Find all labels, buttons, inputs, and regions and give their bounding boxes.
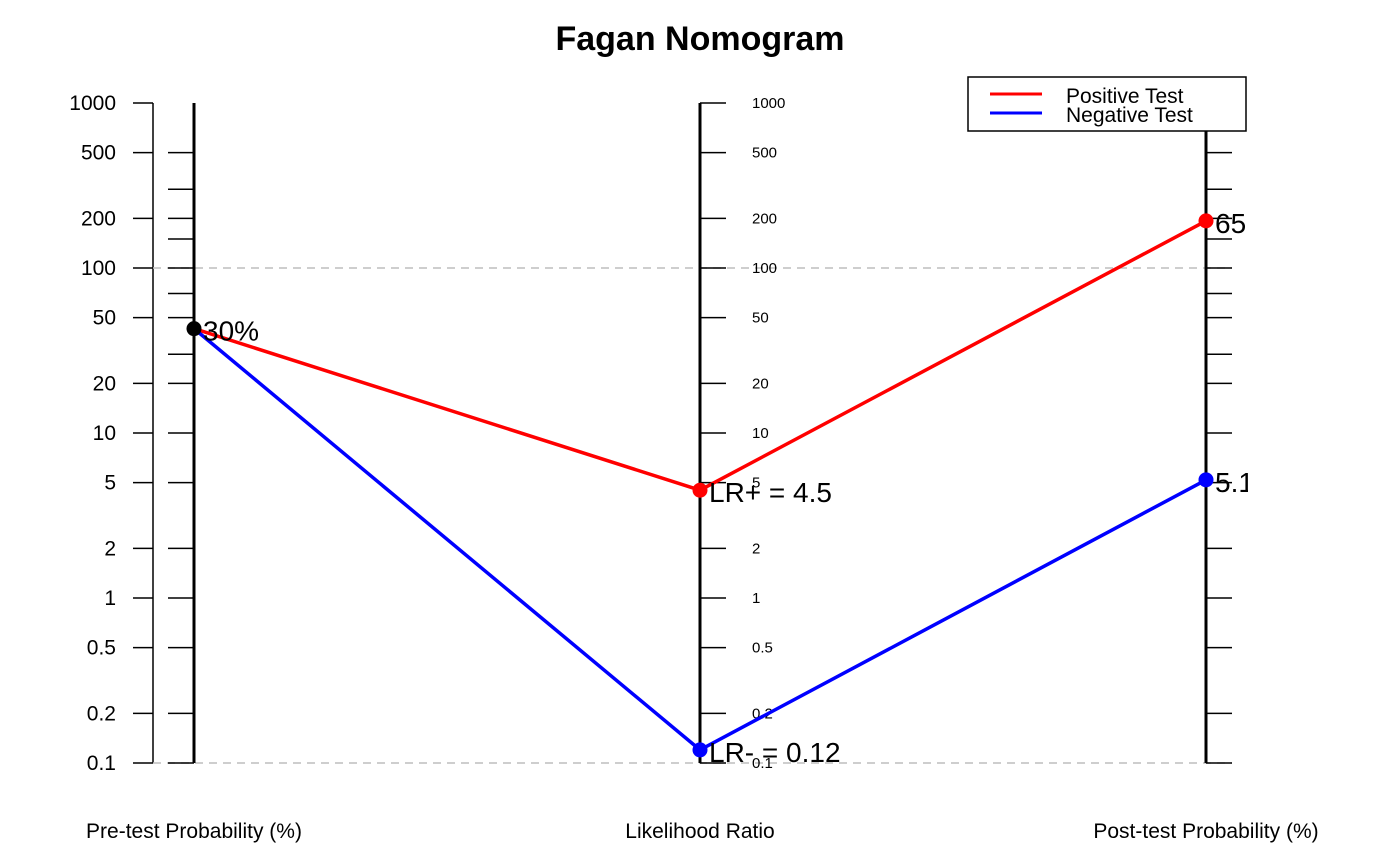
y-tick-label: 200	[81, 207, 116, 230]
lr-tick-label: 100	[752, 260, 777, 277]
lr-point-positive	[692, 482, 708, 498]
lr-tick-label: 2	[752, 540, 760, 557]
lr-tick-label: 0.5	[752, 640, 773, 657]
y-tick-label: 1	[104, 587, 116, 610]
nomogram-axes	[168, 102, 1232, 764]
legend-label-negative: Negative Test	[1066, 104, 1193, 127]
y-tick-label: 20	[93, 372, 116, 395]
posttest-label-negative: 5.1	[1215, 467, 1254, 498]
lr-tick-label: 20	[752, 375, 769, 392]
lr-tick-label: 1000	[752, 95, 785, 112]
reference-lines	[153, 267, 1232, 764]
point-labels: 30% LR+ = 4.5 65 LR- = 0.12 5.1	[203, 208, 1254, 768]
y-tick-label: 100	[81, 257, 116, 280]
y-tick-label: 2	[104, 537, 116, 560]
data-points	[186, 213, 1214, 758]
lr-tick-label: 10	[752, 425, 769, 442]
y-tick-label: 5	[104, 472, 116, 495]
y-tick-label: 500	[81, 142, 116, 165]
y-tick-label: 1000	[69, 92, 116, 115]
lr-tick-label: 200	[752, 210, 777, 227]
lr-tick-label: 50	[752, 310, 769, 327]
y-tick-label: 0.1	[87, 752, 116, 775]
posttest-point-positive	[1198, 213, 1214, 229]
lr-tick-label: 5	[752, 475, 760, 492]
y-tick-label: 0.5	[87, 637, 116, 660]
lr-tick-label: 1	[752, 590, 760, 607]
legend-label-positive: Positive Test	[1066, 85, 1184, 108]
chart-title: Fagan Nomogram	[555, 20, 844, 58]
y-tick-label: 0.2	[87, 702, 116, 725]
legend-box	[967, 76, 1247, 132]
legend: Positive Test Negative Test	[967, 76, 1247, 132]
y-tick-label: 50	[93, 307, 116, 330]
y-axis: 0.1 0.2 0.5 1 2 5 10 20 50 100 200 500 1000	[69, 92, 154, 775]
lr-tick-label: 500	[752, 145, 777, 162]
lr-label-positive: LR+ = 4.5	[709, 477, 832, 508]
y-tick-label: 10	[93, 422, 116, 445]
posttest-axis-label: Post-test Probability (%)	[1093, 820, 1318, 843]
posttest-point-negative	[1198, 472, 1214, 488]
lr-label-negative: LR- = 0.12	[709, 737, 841, 768]
pretest-axis-label: Pre-test Probability (%)	[86, 820, 302, 843]
pretest-point	[186, 321, 202, 337]
lr-tick-label: 0.1	[752, 755, 773, 772]
likelihood-ratio-axis-label: Likelihood Ratio	[625, 820, 774, 843]
pretest-label: 30%	[203, 316, 259, 347]
posttest-label-positive: 65	[1215, 208, 1246, 239]
lr-point-negative	[692, 742, 708, 758]
